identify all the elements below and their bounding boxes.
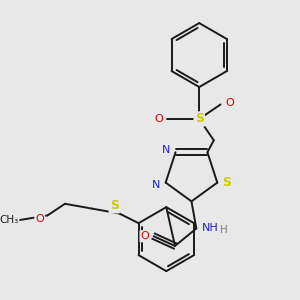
- Text: S: S: [223, 176, 232, 189]
- Text: N: N: [152, 179, 160, 190]
- Text: O: O: [141, 231, 149, 241]
- Text: O: O: [35, 214, 44, 224]
- Text: H: H: [220, 225, 227, 236]
- Text: O: O: [154, 114, 163, 124]
- Text: CH₃: CH₃: [0, 215, 18, 225]
- Text: NH: NH: [202, 224, 218, 233]
- Text: S: S: [110, 199, 119, 212]
- Text: S: S: [195, 112, 204, 125]
- Text: O: O: [225, 98, 234, 107]
- Text: N: N: [162, 145, 170, 155]
